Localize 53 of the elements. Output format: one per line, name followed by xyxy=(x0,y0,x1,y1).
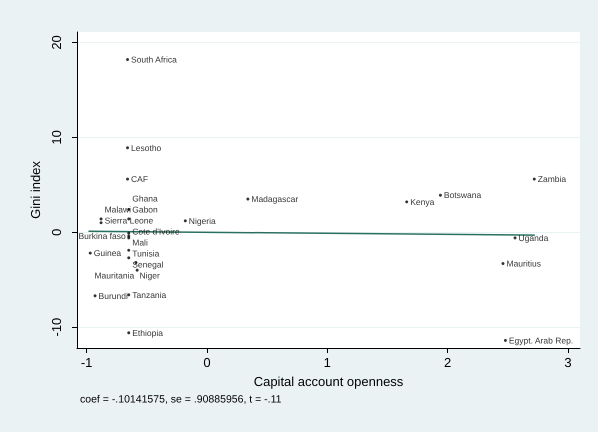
point xyxy=(126,178,130,181)
data-label: Mauritius xyxy=(506,258,541,269)
point xyxy=(246,198,250,201)
data-label: Senegal xyxy=(132,260,164,270)
data-label: South Africa xyxy=(131,54,178,65)
data-label: Zambia xyxy=(538,174,566,184)
data-label: Ethiopia xyxy=(132,328,164,338)
data-label: Gabon xyxy=(132,204,158,215)
y-tick-label: 0 xyxy=(49,228,64,236)
x-tick-label: 1 xyxy=(324,355,331,370)
point xyxy=(532,178,536,181)
y-tick-label: 10 xyxy=(49,130,64,145)
point xyxy=(126,58,130,62)
data-label: Ghana xyxy=(132,194,158,204)
data-label: Egypt. Arab Rep. xyxy=(508,335,574,346)
data-label: Botswana xyxy=(444,190,482,200)
y-tick-label: 20 xyxy=(49,35,64,50)
x-axis-title: Capital account openness xyxy=(254,374,404,389)
data-label: CAF xyxy=(131,174,148,184)
point xyxy=(501,262,504,266)
point xyxy=(184,219,187,222)
data-label: Guinea xyxy=(94,248,122,258)
point xyxy=(100,221,103,224)
x-tick-label: 2 xyxy=(444,355,452,370)
data-label: Mauritania xyxy=(94,270,134,281)
x-tick-label: 3 xyxy=(564,355,572,370)
data-label: Malawi xyxy=(104,204,132,215)
data-label: Nigeria xyxy=(188,216,216,226)
x-tick-label: -1 xyxy=(80,355,92,370)
point xyxy=(438,194,442,197)
point xyxy=(405,200,408,204)
y-tick-label: -10 xyxy=(49,318,64,337)
point xyxy=(94,294,97,298)
point xyxy=(100,217,103,220)
text: coef = -.10141575, se = .90885956, t = -.11 xyxy=(80,394,282,406)
data-label: Sierra Leone xyxy=(104,216,154,226)
data-label: Burkina faso xyxy=(78,231,126,242)
point xyxy=(88,252,92,255)
point xyxy=(126,146,130,150)
x-tick-label: 0 xyxy=(203,355,211,370)
data-label: Tanzania xyxy=(132,290,167,300)
data-label: Lesotho xyxy=(131,142,162,153)
point xyxy=(514,236,517,240)
point xyxy=(504,338,507,342)
data-label: Niger xyxy=(139,270,160,281)
data-label: Mali xyxy=(132,238,148,248)
data-label: Tunisia xyxy=(132,248,160,259)
data-label: Uganda xyxy=(518,232,549,243)
data-label: Madagascar xyxy=(251,194,298,204)
data-label: Burundi xyxy=(98,290,128,301)
point xyxy=(127,248,130,252)
data-label: Kenya xyxy=(410,196,435,207)
y-axis-title: Gini index xyxy=(28,160,44,219)
